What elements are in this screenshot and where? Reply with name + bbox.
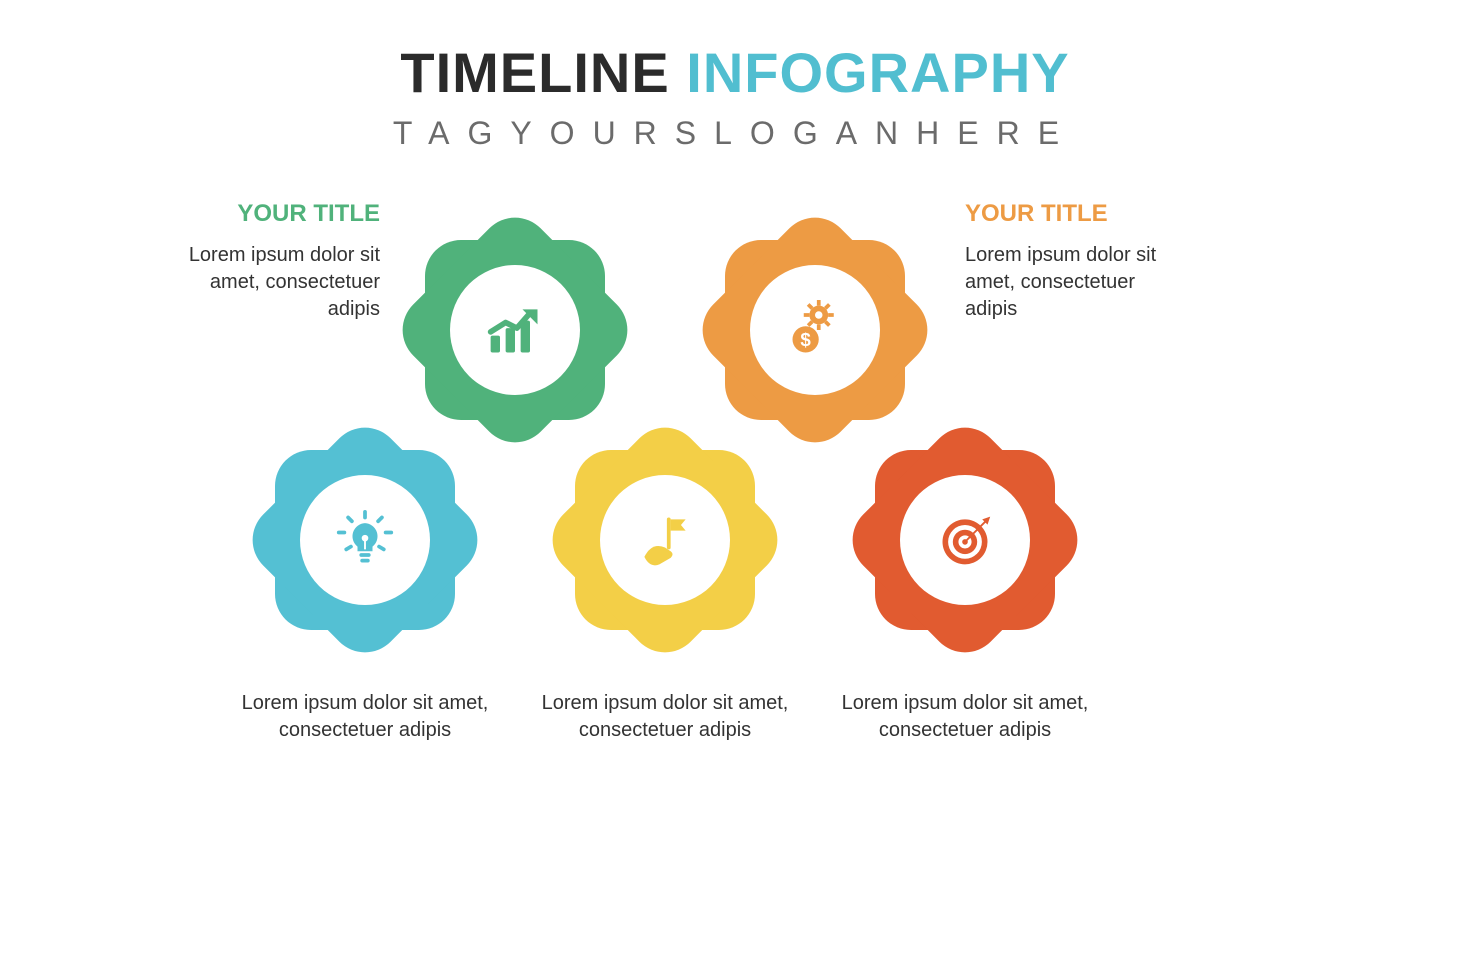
item-title: YOUR TITLE <box>170 200 380 228</box>
svg-text:$: $ <box>800 329 811 350</box>
flag-hand-icon <box>635 510 695 570</box>
item-text-orange: YOUR TITLE Lorem ipsum dolor sit amet, c… <box>965 200 1175 323</box>
money-gear-icon: $ <box>785 300 845 360</box>
item-text-green: YOUR TITLE Lorem ipsum dolor sit amet, c… <box>170 200 380 323</box>
badge-orange: $ <box>695 210 935 450</box>
item-text-teal: YOUR TITLE Lorem ipsum dolor sit amet, c… <box>235 690 495 744</box>
item-title: YOUR TITLE <box>965 200 1175 228</box>
badge-red <box>845 420 1085 660</box>
badge-teal <box>245 420 485 660</box>
infographic-stage: $ <box>0 0 1470 980</box>
item-body: Lorem ipsum dolor sit amet, consectetuer… <box>535 690 795 744</box>
badge-green <box>395 210 635 450</box>
badge-yellow <box>545 420 785 660</box>
badge-inner <box>600 475 730 605</box>
badge-inner: $ <box>750 265 880 395</box>
lightbulb-icon <box>335 510 395 570</box>
item-body: Lorem ipsum dolor sit amet, consectetuer… <box>965 242 1175 323</box>
badge-inner <box>300 475 430 605</box>
item-body: Lorem ipsum dolor sit amet, consectetuer… <box>170 242 380 323</box>
item-body: Lorem ipsum dolor sit amet, consectetuer… <box>835 690 1095 744</box>
item-text-yellow: YOUR TITLE Lorem ipsum dolor sit amet, c… <box>535 690 795 744</box>
item-text-red: YOUR TITLE Lorem ipsum dolor sit amet, c… <box>835 690 1095 744</box>
badge-inner <box>450 265 580 395</box>
target-icon <box>935 510 995 570</box>
chart-growth-icon <box>485 300 545 360</box>
badge-inner <box>900 475 1030 605</box>
item-body: Lorem ipsum dolor sit amet, consectetuer… <box>235 690 495 744</box>
